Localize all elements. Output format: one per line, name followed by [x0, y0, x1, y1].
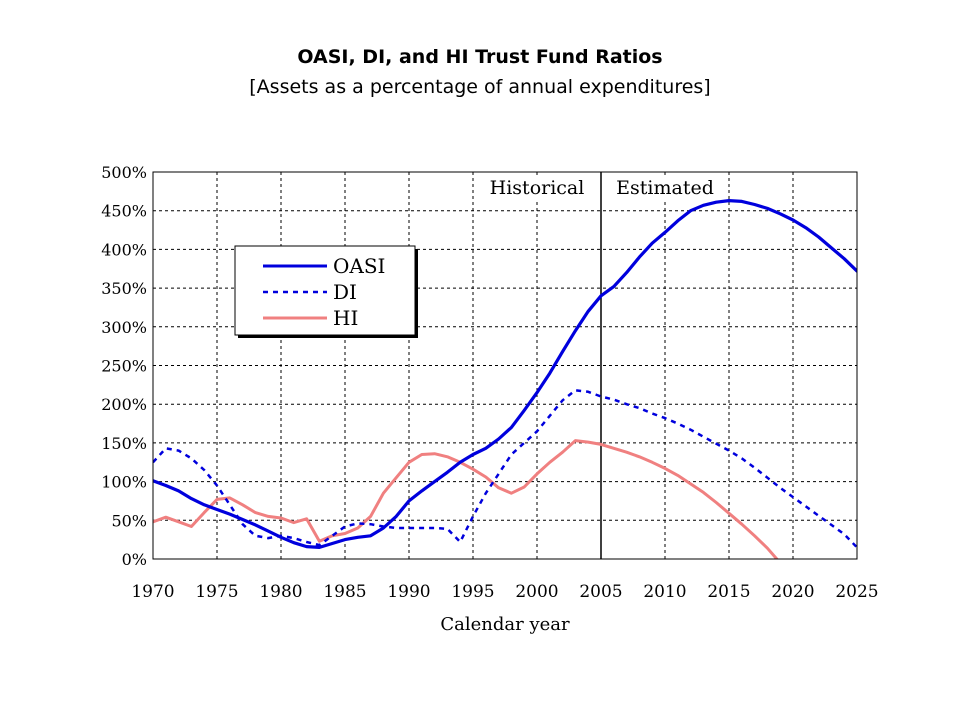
- y-tick-label: 300%: [101, 318, 147, 337]
- annotation-bg: [617, 175, 713, 199]
- y-tick-label: 450%: [101, 202, 147, 221]
- plot-border: [152, 171, 858, 560]
- y-tick-label: 250%: [101, 357, 147, 376]
- legend-label-di: DI: [333, 280, 357, 304]
- x-axis-label: Calendar year: [440, 614, 570, 635]
- series-oasi-line: [153, 199, 857, 549]
- y-tick-label: 500%: [101, 163, 147, 182]
- x-axis-ticks: 1970 1975 1980 1985 1990 1995 2000 2005 2010 2015…: [131, 582, 878, 602]
- x-tick-label: 1980: [259, 582, 302, 602]
- legend-box: [234, 245, 416, 336]
- x-tick-label: 1990: [387, 582, 430, 602]
- y-tick-label: 400%: [101, 240, 147, 259]
- plot-frame: [152, 171, 858, 560]
- y-tick-label: 50%: [111, 511, 147, 530]
- annotation-estimated: Estimated: [616, 177, 714, 199]
- annotations: Historical Estimated: [484, 175, 714, 199]
- legend-label-oasi: OASI: [333, 254, 385, 278]
- series-di-line: [153, 389, 857, 549]
- annotation-historical: Historical: [490, 177, 585, 199]
- x-tick-label: 1995: [451, 582, 494, 602]
- x-tick-label: 2010: [643, 582, 686, 602]
- y-tick-label: 350%: [101, 279, 147, 298]
- y-axis-ticks: 0% 50% 100% 150% 200% 250% 300% 350% 400% 450% 500…: [101, 163, 147, 569]
- x-tick-label: 2015: [707, 582, 750, 602]
- y-tick-label: 0%: [122, 550, 147, 569]
- x-tick-label: 1970: [131, 582, 174, 602]
- chart-subtitle: [Assets as a percentage of annual expend…: [249, 76, 711, 98]
- x-tick-label: 2025: [835, 582, 878, 602]
- x-tick-label: 2005: [579, 582, 622, 602]
- legend-label-hi: HI: [333, 306, 358, 330]
- x-tick-label: 2000: [515, 582, 558, 602]
- chart-title: OASI, DI, and HI Trust Fund Ratios: [297, 46, 663, 68]
- annotation-bg: [484, 175, 590, 199]
- y-tick-label: 200%: [101, 395, 147, 414]
- x-tick-label: 1985: [323, 582, 366, 602]
- y-tick-label: 150%: [101, 434, 147, 453]
- y-tick-label: 100%: [101, 473, 147, 492]
- series-hi-line: [153, 439, 779, 559]
- x-tick-label: 2020: [771, 582, 814, 602]
- grid: [152, 171, 858, 560]
- series-lines: [153, 199, 857, 559]
- x-tick-label: 1975: [195, 582, 238, 602]
